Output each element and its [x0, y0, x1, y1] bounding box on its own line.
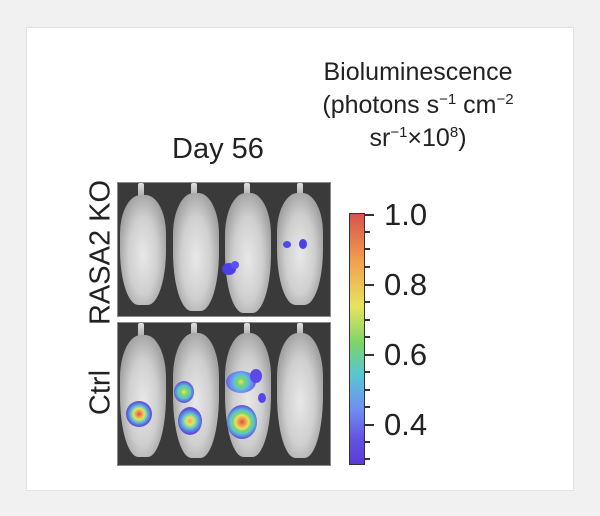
colorbar-title: Bioluminescence (photons s−1 cm−2 sr−1×1…: [288, 56, 548, 155]
row-label-ctrl: Ctrl: [84, 369, 117, 416]
signal-spot: [178, 407, 202, 435]
image-panel-rasa2-ko: [117, 182, 331, 317]
colorbar-title-line3: sr−1×108): [369, 124, 467, 152]
mouse-image: [173, 193, 219, 311]
signal-spot: [299, 239, 307, 249]
mouse-image: [225, 193, 271, 313]
colorbar-tick: [365, 284, 374, 286]
colorbar-tick-label: 0.4: [384, 407, 428, 442]
signal-spot: [231, 261, 239, 269]
colorbar: [349, 213, 365, 465]
colorbar-tick: [365, 214, 374, 216]
colorbar-tick: [365, 424, 374, 426]
signal-spot: [226, 371, 256, 393]
mouse-image: [120, 335, 166, 457]
mouse-image: [277, 333, 323, 458]
colorbar-tick-label: 1.0: [384, 197, 428, 232]
signal-spot: [250, 369, 262, 383]
signal-spot: [227, 405, 257, 439]
timepoint-label: Day 56: [172, 133, 264, 165]
signal-spot: [258, 393, 266, 403]
signal-spot: [283, 241, 291, 248]
colorbar-title-line1: Bioluminescence: [323, 58, 513, 86]
row-label-rasa2-ko: RASA2 KO: [84, 179, 117, 326]
colorbar-tick-label: 0.6: [384, 337, 428, 372]
mouse-image: [277, 193, 323, 305]
signal-spot: [174, 381, 194, 403]
colorbar-title-line2: (photons s−1 cm−2: [322, 91, 514, 119]
mouse-image: [120, 195, 166, 305]
image-panel-ctrl: [117, 322, 331, 466]
colorbar-tick: [365, 354, 374, 356]
signal-spot: [126, 401, 152, 427]
colorbar-tick-label: 0.8: [384, 267, 428, 302]
